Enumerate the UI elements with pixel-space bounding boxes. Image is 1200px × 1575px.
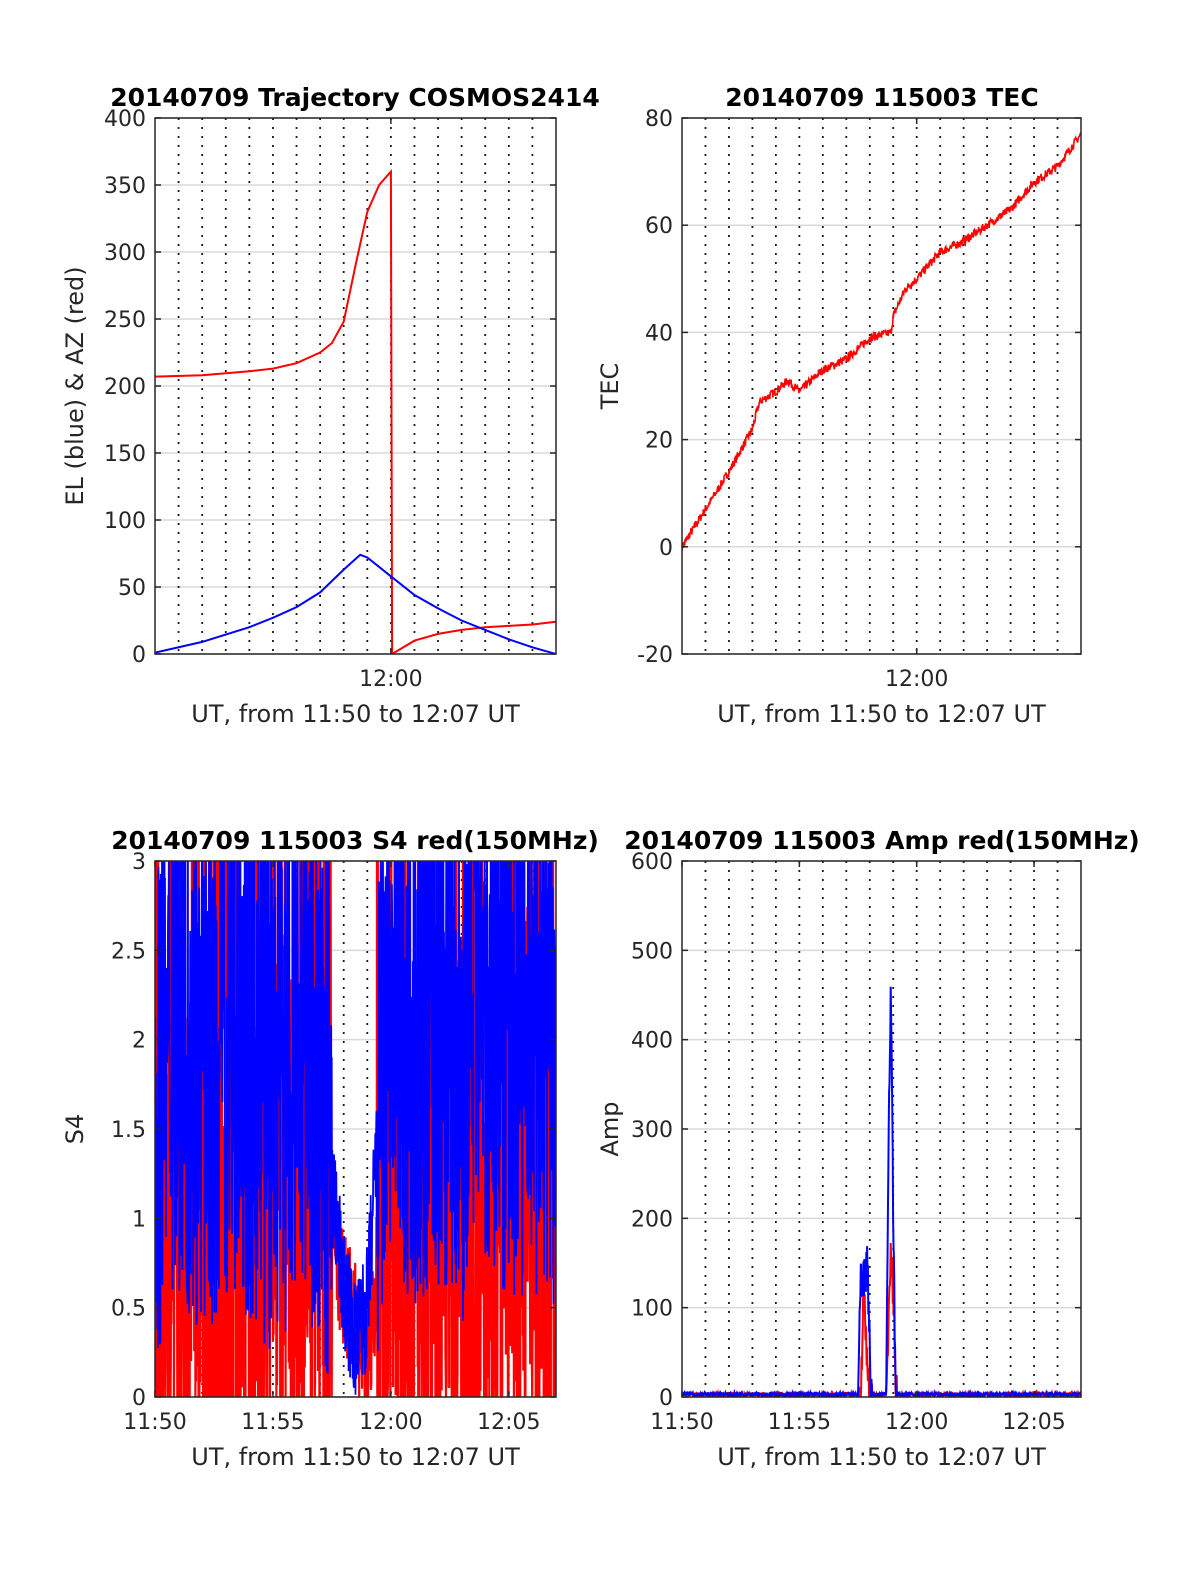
chart-panel-1: 0 50 100 150 200 250 300 350 400 12:00 20140709 Tr… (61, 83, 600, 728)
x-axis-label: UT, from 11:50 to 12:07 UT (717, 1443, 1046, 1471)
y-tick-label: 100 (104, 509, 146, 534)
y-tick-label: 2.5 (111, 939, 146, 964)
chart-title: 20140709 115003 Amp red(150MHz) (624, 826, 1140, 855)
y-axis-label: S4 (61, 1114, 89, 1145)
x-axis-label: UT, from 11:50 to 12:07 UT (717, 700, 1046, 728)
series-line-1 (682, 131, 1081, 552)
y-tick-label: 400 (631, 1029, 673, 1054)
y-tick-label: 400 (104, 107, 146, 132)
y-tick-label: 300 (631, 1118, 673, 1143)
series-line-2 (155, 553, 556, 654)
y-tick-label: 1.5 (111, 1118, 146, 1143)
y-tick-label: 350 (104, 174, 146, 199)
y-tick-label: 200 (104, 375, 146, 400)
y-tick-label: 2 (132, 1029, 146, 1054)
y-tick-label: 40 (645, 321, 673, 346)
x-axis-label: UT, from 11:50 to 12:07 UT (191, 700, 520, 728)
y-tick-label: 50 (118, 576, 146, 601)
y-tick-label: 600 (631, 850, 673, 875)
axes-box (681, 117, 1082, 655)
y-tick-label: 0 (132, 643, 146, 668)
x-tick-label: 12:05 (477, 1410, 540, 1435)
y-tick-label: 1 (132, 1207, 146, 1232)
series-group (155, 168, 556, 654)
y-tick-label: 0 (659, 1386, 673, 1411)
x-tick-label: 12:05 (1002, 1410, 1065, 1435)
x-tick-label: 11:50 (650, 1410, 713, 1435)
y-tick-label: 80 (645, 107, 673, 132)
x-tick-label: 12:00 (885, 1410, 948, 1435)
x-axis-label: UT, from 11:50 to 12:07 UT (191, 1443, 520, 1471)
chart-panel-2: -20 0 20 40 60 80 12:00 20140709 115003 TEC UT, … (596, 83, 1082, 728)
y-axis-label: EL (blue) & AZ (red) (61, 266, 89, 505)
y-tick-label: 0.5 (111, 1297, 146, 1322)
chart-title: 20140709 Trajectory COSMOS2414 (110, 83, 600, 112)
x-tick-label: 11:55 (241, 1410, 304, 1435)
series-line-2 (682, 986, 1081, 1397)
series-line-2 (155, 861, 556, 1395)
series-line-1 (155, 168, 556, 654)
series-group (682, 131, 1081, 552)
x-tick-label: 11:50 (123, 1410, 186, 1435)
chart-title: 20140709 115003 TEC (725, 83, 1038, 112)
chart-panel-3: 0 0.5 1 1.5 2 2.5 3 11:50 11:55 12:00 12:05 2014070… (61, 826, 599, 1471)
x-tick-label: 12:00 (885, 667, 948, 692)
chart-title: 20140709 115003 S4 red(150MHz) (111, 826, 599, 855)
x-tick-label: 12:00 (359, 667, 422, 692)
y-tick-label: 500 (631, 939, 673, 964)
series-group (155, 861, 556, 1397)
x-tick-label: 11:55 (768, 1410, 831, 1435)
y-tick-label: -20 (637, 643, 673, 668)
y-axis-label: TEC (596, 363, 624, 411)
y-tick-label: 100 (631, 1297, 673, 1322)
y-tick-label: 150 (104, 442, 146, 467)
y-axis-label: Amp (596, 1101, 624, 1156)
y-tick-label: 250 (104, 308, 146, 333)
y-tick-label: 300 (104, 241, 146, 266)
y-tick-label: 3 (132, 850, 146, 875)
x-tick-label: 12:00 (359, 1410, 422, 1435)
y-tick-label: 20 (645, 429, 673, 454)
y-tick-label: 0 (132, 1386, 146, 1411)
chart-panel-4: 0 100 200 300 400 500 600 11:50 11:55 12:00 12:05 2… (596, 826, 1140, 1471)
y-tick-label: 60 (645, 214, 673, 239)
y-tick-label: 0 (659, 536, 673, 561)
y-tick-label: 200 (631, 1207, 673, 1232)
series-group (682, 986, 1081, 1397)
